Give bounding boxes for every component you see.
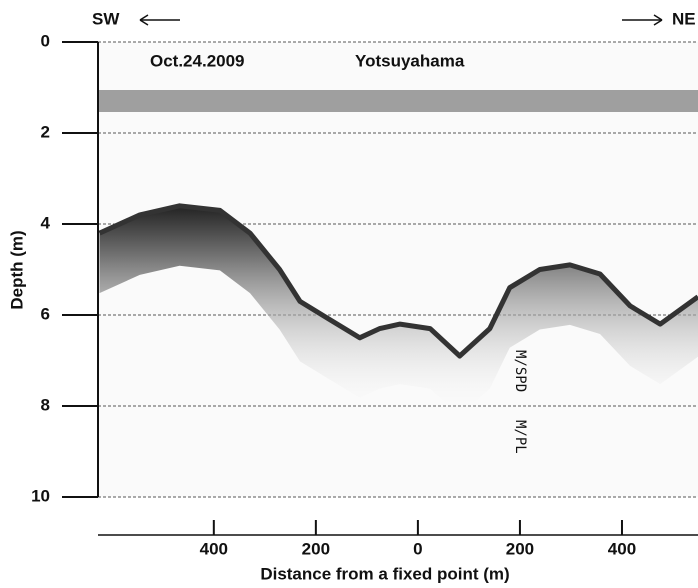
annotation: M/SPD <box>512 350 528 392</box>
x-tick-label: 200 <box>302 539 330 558</box>
y-tick-label: 6 <box>41 304 50 323</box>
x-tick-label: 400 <box>200 539 228 558</box>
y-tick-label: 8 <box>41 395 50 414</box>
x-tick-label: 0 <box>413 539 422 558</box>
x-tick-label: 200 <box>506 539 534 558</box>
y-tick-label: 2 <box>41 122 50 141</box>
right-label: NE <box>672 9 696 28</box>
annotation: M/PL <box>512 420 528 454</box>
chart-subtitle: Yotsuyahama <box>355 51 465 70</box>
y-tick-label: 4 <box>41 213 51 232</box>
x-axis-label: Distance from a fixed point (m) <box>260 564 509 583</box>
arrow-head <box>653 14 663 26</box>
x-tick-label: 400 <box>608 539 636 558</box>
left-label: SW <box>92 9 120 28</box>
y-axis-label: Depth (m) <box>7 230 26 309</box>
surface-noise-band <box>98 90 698 112</box>
echo-area <box>99 205 698 416</box>
y-tick-label: 10 <box>31 486 50 505</box>
arrow-head <box>139 14 149 26</box>
plot-area <box>98 42 698 497</box>
seabed-line <box>98 203 698 359</box>
y-tick-label: 0 <box>41 31 50 50</box>
chart-title: Oct.24.2009 <box>150 51 245 70</box>
